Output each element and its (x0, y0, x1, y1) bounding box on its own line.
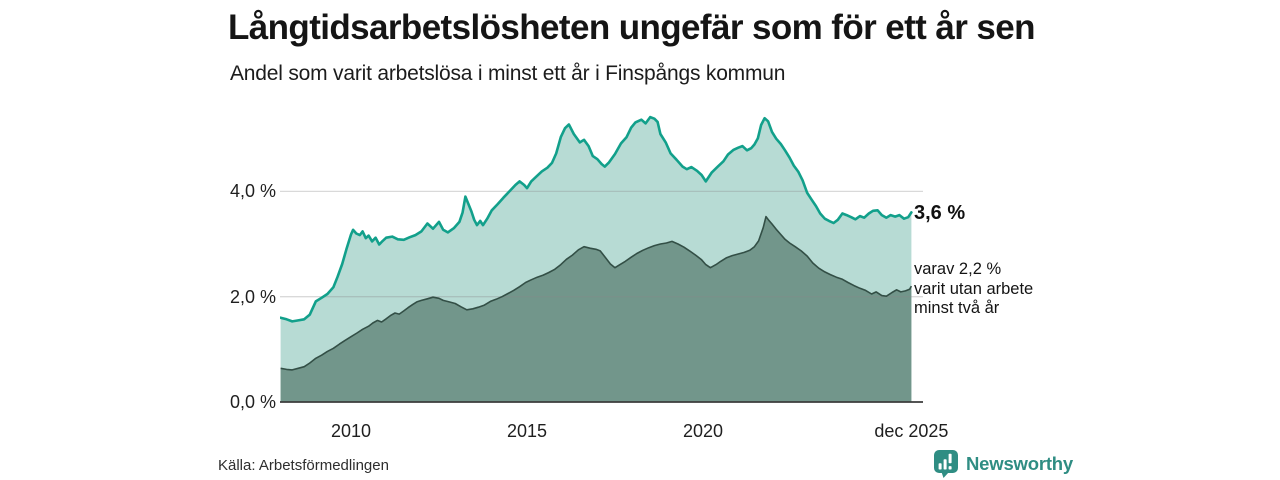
subseries-label: varav 2,2 % varit utan arbete minst två … (914, 260, 1034, 317)
series-line-one-year (280, 115, 913, 323)
x-tick-label: 2010 (330, 421, 372, 441)
y-tick-label: 2,0 % (229, 286, 276, 307)
chart-title: Långtidsarbetslösheten ungefär som för e… (228, 8, 1035, 47)
series-line-two-years (280, 215, 913, 371)
x-tick-label: dec 2025 (874, 421, 949, 441)
newsworthy-icon (934, 450, 958, 478)
newsworthy-logo: Newsworthy (933, 449, 1073, 478)
x-tick-label: 2015 (506, 421, 548, 441)
y-tick-label: 4,0 % (229, 181, 276, 202)
y-tick-label: 0,0 % (229, 392, 276, 412)
source-note: Källa: Arbetsförmedlingen (218, 457, 389, 474)
series-area-two-years (280, 216, 912, 402)
newsworthy-wordmark: Newsworthy (966, 452, 1073, 474)
x-tick-label: 2020 (682, 421, 724, 441)
chart-subtitle: Andel som varit arbetslösa i minst ett å… (230, 62, 786, 85)
area-chart (280, 115, 923, 403)
end-value-label: 3,6 % (914, 202, 966, 224)
